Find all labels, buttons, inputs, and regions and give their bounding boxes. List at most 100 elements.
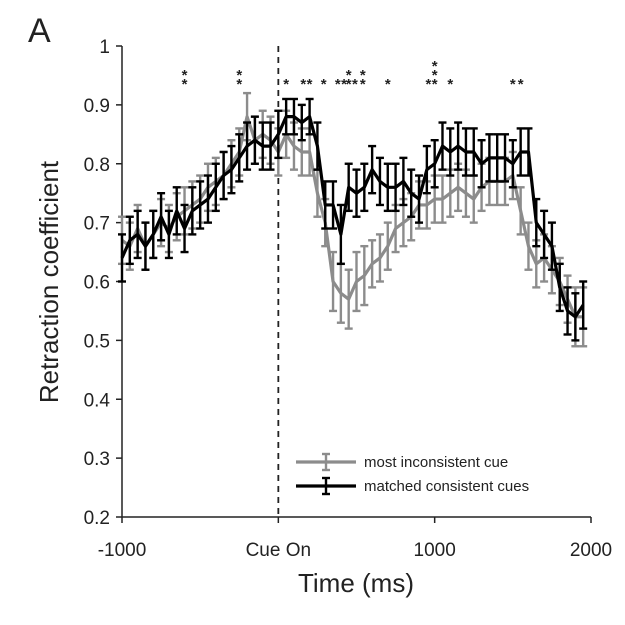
error-bar	[344, 268, 353, 330]
error-bar	[383, 221, 392, 271]
error-bar	[188, 186, 197, 236]
significance-star: *	[385, 76, 391, 93]
error-bar	[571, 292, 580, 342]
error-bar	[375, 233, 384, 283]
error-bar	[524, 221, 533, 271]
significance-star: *	[236, 67, 242, 84]
error-bar	[243, 121, 252, 171]
error-bar	[196, 180, 205, 230]
error-bar	[211, 162, 220, 213]
error-bar	[430, 138, 439, 189]
significance-star: *	[182, 67, 188, 84]
error-bar	[555, 262, 564, 313]
series-line	[120, 115, 585, 319]
error-bar	[360, 244, 369, 307]
error-bar	[516, 127, 525, 177]
significance-star: *	[360, 76, 366, 93]
error-bar	[219, 150, 228, 201]
y-tick-label: 0.9	[84, 96, 110, 117]
error-bar	[336, 262, 345, 324]
error-bar	[415, 174, 424, 224]
legend-item: matched consistent cues	[296, 476, 529, 496]
error-bar	[461, 127, 470, 177]
y-axis-title: Retraction coefficient	[34, 160, 64, 403]
error-bar	[289, 97, 298, 136]
error-bar	[524, 127, 533, 177]
error-bar	[399, 156, 408, 207]
error-bar	[485, 133, 494, 183]
x-axis-title: Time (ms)	[298, 568, 414, 598]
x-tick-label: Cue On	[246, 540, 311, 561]
error-bar	[547, 221, 556, 271]
significance-star: *	[346, 67, 352, 84]
error-bar	[141, 221, 150, 271]
error-bar	[540, 209, 549, 260]
y-tick-label: 0.8	[84, 155, 110, 176]
error-bar	[250, 115, 259, 165]
error-bar	[235, 133, 244, 183]
significance-star: *	[341, 76, 347, 93]
error-bar	[422, 144, 431, 195]
legend-label: matched consistent cues	[364, 478, 529, 495]
x-tick-label: 2000	[570, 540, 612, 561]
error-bar	[446, 127, 455, 177]
error-bar	[563, 286, 572, 336]
error-bar	[493, 133, 502, 183]
significance-star: *	[236, 76, 242, 93]
error-bar	[274, 109, 283, 160]
error-bar	[352, 250, 361, 313]
error-bar	[157, 191, 166, 242]
error-bar	[579, 280, 588, 330]
significance-star: *	[432, 58, 438, 75]
error-bar	[297, 103, 306, 142]
error-bar	[407, 168, 416, 218]
error-bar	[125, 215, 134, 266]
y-tick-label: 0.2	[84, 508, 110, 529]
significance-star: *	[432, 76, 438, 93]
significance-star: *	[352, 76, 358, 93]
error-bar	[180, 203, 189, 254]
error-bar	[329, 250, 338, 313]
y-tick-label: 0.4	[84, 390, 111, 411]
y-tick-label: 0.7	[84, 214, 110, 235]
error-bar	[508, 138, 517, 189]
error-bar	[469, 174, 478, 224]
error-bar	[368, 144, 377, 195]
legend-label: most inconsistent cue	[364, 454, 508, 471]
significance-star: *	[182, 76, 188, 93]
error-bar	[118, 233, 126, 283]
error-bar	[172, 186, 181, 236]
error-bar	[321, 180, 330, 230]
significance-star: *	[360, 67, 366, 84]
series-layer	[118, 91, 588, 348]
significance-star: *	[447, 76, 453, 93]
significance-star: *	[510, 76, 516, 93]
y-tick-label: 0.6	[84, 273, 110, 294]
error-bar	[164, 209, 173, 260]
error-bar	[133, 209, 142, 260]
significance-star: *	[283, 76, 289, 93]
error-bar	[282, 97, 291, 136]
error-bar	[375, 156, 384, 207]
error-bar	[501, 133, 510, 183]
error-bar	[477, 138, 486, 189]
significance-star: *	[321, 76, 327, 93]
error-bar	[336, 203, 345, 266]
error-bar	[391, 162, 400, 213]
significance-star: *	[335, 76, 341, 93]
panel-label: A	[28, 12, 51, 50]
x-tick-label: 1000	[414, 540, 456, 561]
series-consistent	[118, 97, 588, 342]
y-tick-label: 1	[99, 37, 110, 58]
x-tick-label: -1000	[98, 540, 147, 561]
significance-star: *	[346, 76, 352, 93]
error-bar	[305, 97, 314, 136]
significance-star: *	[307, 76, 313, 93]
error-bar	[438, 174, 447, 224]
significance-star: *	[300, 76, 306, 93]
error-bar	[368, 239, 377, 289]
error-bar	[266, 121, 275, 171]
x-ticks: -1000 Cue On 1000 2000	[98, 517, 612, 561]
significance-star: *	[425, 76, 431, 93]
error-bar	[438, 121, 447, 171]
